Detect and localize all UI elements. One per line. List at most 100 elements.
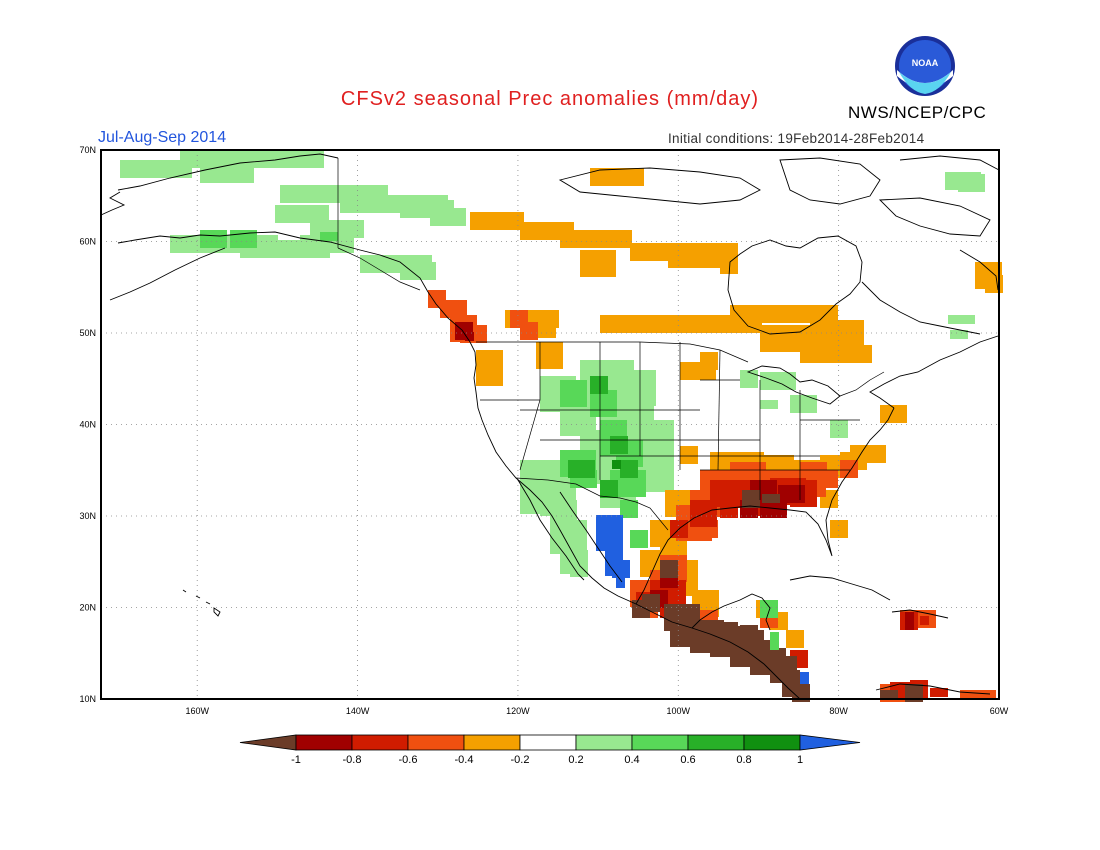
anomaly-cell <box>720 500 738 518</box>
anomaly-cell <box>720 256 738 274</box>
lon-label: 160W <box>185 706 209 716</box>
anomaly-cell <box>790 395 817 413</box>
lat-label: 60N <box>79 237 96 247</box>
anomaly-cell <box>536 342 563 369</box>
anomaly-cell <box>950 330 968 339</box>
anomaly-cell <box>590 376 608 394</box>
anomaly-cell <box>948 315 975 324</box>
colorbar-label: -0.8 <box>343 754 362 766</box>
anomaly-cell <box>440 300 467 318</box>
anomaly-cell <box>820 470 838 488</box>
anomaly-cell <box>660 560 678 578</box>
anomaly-cell <box>632 600 650 618</box>
map-title: CFSv2 seasonal Prec anomalies (mm/day) <box>340 88 760 110</box>
anomaly-cell <box>830 520 848 538</box>
anomaly-cell <box>560 380 587 407</box>
colorbar-segment <box>743 734 801 751</box>
coastlines <box>100 153 1000 700</box>
anomaly-cell <box>840 460 858 478</box>
anomaly-cell <box>760 372 796 390</box>
colorbar-segment <box>519 734 577 751</box>
colorbar-label: -0.6 <box>399 754 418 766</box>
anomaly-cell <box>520 322 538 340</box>
anomaly-cell <box>800 345 872 363</box>
anomaly-cell <box>275 205 329 223</box>
anomaly-cell <box>720 622 738 640</box>
anomaly-cell <box>560 230 632 248</box>
colorbar-label: 0.2 <box>568 754 583 766</box>
colorbar-segment <box>463 734 521 751</box>
lon-label: 80W <box>829 706 848 716</box>
anomaly-cell <box>880 690 898 699</box>
plot-frame <box>100 149 1000 700</box>
anomaly-cell <box>600 315 762 333</box>
longitude-labels: 160W 140W 120W 100W 80W 60W <box>185 706 1008 716</box>
colorbar-label: -0.2 <box>511 754 530 766</box>
anomaly-cell <box>120 160 192 178</box>
colorbar-segment <box>351 734 409 751</box>
initial-conditions-label: Initial conditions: 19Feb2014-28Feb2014 <box>668 131 925 146</box>
colorbar: -1 -0.8 -0.6 -0.4 -0.2 0.2 0.4 0.6 0.8 1 <box>239 734 861 766</box>
colorbar-segment <box>407 734 465 751</box>
anomaly-cell <box>800 672 809 690</box>
colorbar-label: -0.4 <box>455 754 474 766</box>
colorbar-arrow-high <box>799 734 861 751</box>
anomaly-cell <box>680 446 698 464</box>
noaa-logo: NOAA <box>895 36 955 96</box>
lon-label: 100W <box>667 706 691 716</box>
lat-label: 70N <box>79 145 96 155</box>
anomaly-cell <box>200 165 254 183</box>
anomaly-cell <box>905 684 923 702</box>
lon-label: 140W <box>346 706 370 716</box>
political-borders <box>337 158 885 531</box>
anomaly-cell <box>430 208 466 226</box>
anomaly-cell <box>470 212 524 230</box>
lat-label: 30N <box>79 511 96 521</box>
colorbar-arrow-low <box>239 734 297 751</box>
colorbar-label: 0.8 <box>736 754 751 766</box>
latitude-labels: 70N 60N 50N 40N 30N 20N 10N <box>79 145 96 704</box>
lat-label: 20N <box>79 603 96 613</box>
anomaly-cell <box>985 275 1003 293</box>
colorbar-label: 1 <box>797 754 803 766</box>
anomaly-cell <box>930 688 948 697</box>
colorbar-label: 0.4 <box>624 754 639 766</box>
anomaly-cell <box>880 405 907 423</box>
colorbar-label: -1 <box>291 754 301 766</box>
anomaly-cell <box>762 494 780 503</box>
anomaly-cell <box>320 232 338 241</box>
anomaly-cell <box>730 305 838 323</box>
anomaly-cell <box>630 530 648 548</box>
anomaly-cell <box>668 250 722 268</box>
lat-label: 10N <box>79 694 96 704</box>
anomaly-cell <box>760 500 787 518</box>
anomaly-cell <box>590 168 644 186</box>
lat-label: 50N <box>79 328 96 338</box>
anomaly-cell <box>958 174 985 192</box>
anomaly-cell <box>200 230 227 248</box>
anomaly-cell <box>610 436 628 454</box>
anomaly-cell <box>905 612 914 630</box>
anomaly-cell <box>568 460 595 478</box>
anomaly-cell <box>920 616 929 625</box>
anomaly-cell <box>830 420 848 438</box>
anomaly-cell <box>760 600 778 618</box>
anomaly-cell <box>792 684 810 702</box>
colorbar-segment <box>631 734 689 751</box>
colorbar-label: 0.6 <box>680 754 695 766</box>
anomaly-cell <box>180 150 324 168</box>
colorbar-segment <box>295 734 353 751</box>
anomaly-cell <box>580 250 616 277</box>
anomaly-cell <box>400 262 436 280</box>
anomaly-cell <box>612 460 621 469</box>
lon-label: 120W <box>506 706 530 716</box>
anomaly-cell <box>742 490 760 508</box>
lon-label: 60W <box>990 706 1009 716</box>
colorbar-segment <box>687 734 745 751</box>
anomaly-cell <box>700 352 718 370</box>
anomaly-cell <box>616 570 625 588</box>
anomaly-cell <box>620 500 638 518</box>
anomaly-cell <box>476 350 503 386</box>
anomaly-cell <box>760 400 778 409</box>
